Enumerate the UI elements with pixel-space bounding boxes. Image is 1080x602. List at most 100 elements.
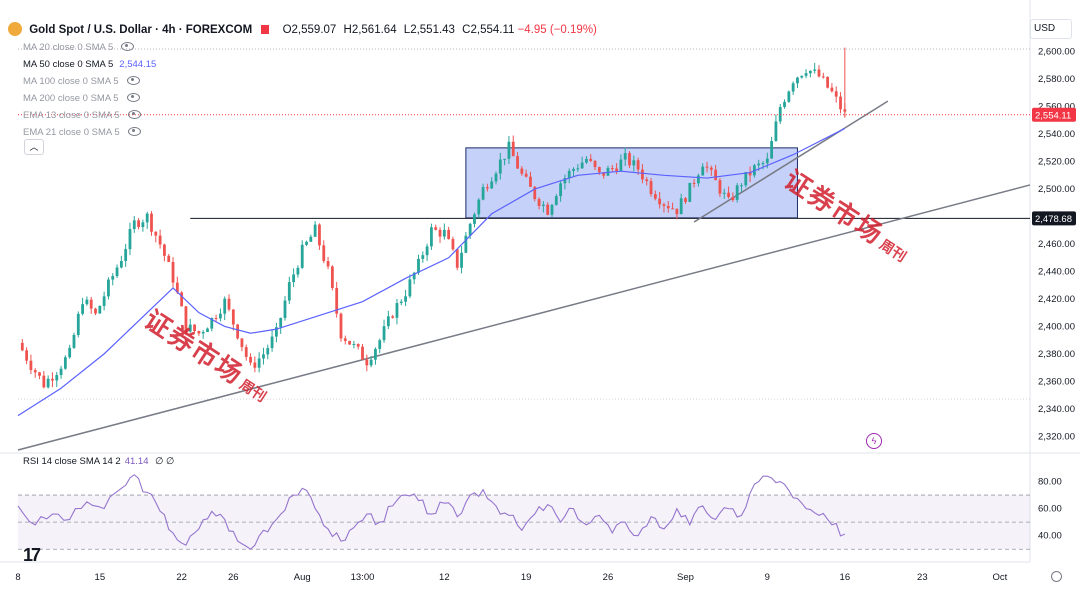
candle-body bbox=[684, 198, 687, 202]
candle-body bbox=[817, 69, 821, 77]
trendline[interactable] bbox=[17, 184, 1031, 451]
candle-body bbox=[623, 153, 627, 160]
lightning-icon[interactable]: ϟ bbox=[866, 433, 882, 449]
candle-body bbox=[253, 362, 257, 368]
candle-body bbox=[412, 272, 416, 280]
level-price-tag bbox=[1032, 211, 1076, 226]
candle-body bbox=[507, 141, 511, 159]
candle-body bbox=[348, 340, 351, 345]
gear-icon[interactable] bbox=[1051, 571, 1062, 582]
ohlc-change: −4.95 (−0.19%) bbox=[517, 24, 597, 36]
candle-body bbox=[787, 91, 791, 102]
candle-body bbox=[731, 197, 735, 200]
candle-body bbox=[593, 160, 597, 168]
candle-body bbox=[589, 158, 593, 161]
indicator-ma200[interactable]: MA 200 close 0 SMA 5 bbox=[23, 93, 140, 104]
y-tick-label: 2,340.00 bbox=[1038, 404, 1075, 415]
y-tick-label: 2,500.00 bbox=[1038, 184, 1075, 195]
current-price-label: 2,554.11 bbox=[1035, 110, 1071, 121]
candle-body bbox=[727, 192, 730, 198]
indicator-ema21[interactable]: EMA 21 close 0 SMA 5 bbox=[23, 127, 141, 138]
currency-selector[interactable] bbox=[1030, 19, 1072, 39]
rsi-tick-label: 80.00 bbox=[1038, 477, 1062, 488]
candle-body bbox=[718, 180, 722, 194]
consolidation-box[interactable] bbox=[465, 147, 798, 219]
indicator-ma100[interactable]: MA 100 close 0 SMA 5 bbox=[23, 76, 140, 87]
eye-icon[interactable] bbox=[121, 42, 135, 51]
candle-body bbox=[46, 378, 50, 388]
candle-body bbox=[628, 153, 631, 166]
eye-icon[interactable] bbox=[126, 93, 140, 102]
ohlc-close: C2,554.11 bbox=[462, 24, 515, 36]
y-tick-label: 2,580.00 bbox=[1038, 74, 1075, 85]
candle-body bbox=[641, 169, 644, 180]
y-tick-label: 2,440.00 bbox=[1038, 266, 1075, 277]
symbol-title[interactable]: Gold Spot / U.S. Dollar · 4h · FOREXCOM bbox=[29, 24, 253, 36]
x-tick-label: 15 bbox=[95, 572, 106, 583]
candle-body bbox=[783, 101, 786, 108]
candle-body bbox=[206, 328, 209, 333]
indicator-ma20[interactable]: MA 20 close 0 SMA 5 bbox=[23, 42, 135, 53]
candle-body bbox=[313, 224, 317, 237]
candle-body bbox=[636, 160, 640, 170]
candle-body bbox=[688, 182, 692, 202]
candle-body bbox=[145, 213, 149, 223]
candle-body bbox=[38, 372, 41, 376]
indicator-ma50[interactable]: MA 50 close 0 SMA 5 2,544.15 bbox=[23, 59, 157, 70]
eye-icon[interactable] bbox=[127, 127, 141, 136]
candle-body bbox=[386, 316, 390, 327]
rsi-line[interactable] bbox=[17, 474, 846, 550]
x-tick-label: 22 bbox=[176, 572, 187, 583]
candle-body bbox=[287, 282, 291, 301]
candle-body bbox=[335, 287, 339, 314]
chevron-up-icon[interactable]: ︿ bbox=[24, 139, 44, 155]
candle-body bbox=[132, 220, 136, 230]
candle-body bbox=[223, 298, 227, 314]
candle-body bbox=[606, 167, 610, 176]
candle-body bbox=[318, 224, 321, 246]
candle-body bbox=[765, 158, 769, 164]
trendline[interactable] bbox=[693, 100, 889, 223]
candle-body bbox=[399, 301, 403, 304]
candle-body bbox=[305, 241, 308, 245]
candle-body bbox=[658, 198, 662, 205]
candle-body bbox=[529, 176, 532, 187]
candle-body bbox=[653, 194, 657, 199]
tradingview-logo-icon[interactable]: 17 bbox=[23, 545, 41, 565]
candle-body bbox=[761, 163, 765, 165]
indicator-ema13[interactable]: EMA 13 close 0 SMA 5 bbox=[23, 110, 141, 121]
x-tick-label: Oct bbox=[992, 572, 1007, 583]
candle-body bbox=[184, 306, 188, 332]
candle-body bbox=[537, 199, 541, 206]
candle-body bbox=[29, 360, 33, 371]
candle-body bbox=[425, 246, 429, 256]
candle-body bbox=[417, 258, 420, 273]
candle-body bbox=[671, 208, 674, 210]
ma50-line[interactable] bbox=[17, 127, 846, 417]
ohlc-high: H2,561.64 bbox=[343, 24, 397, 36]
candle-body bbox=[231, 309, 235, 325]
candle-body bbox=[63, 357, 67, 369]
candle-body bbox=[262, 354, 265, 359]
candle-body bbox=[197, 331, 201, 334]
rsi-legend[interactable]: RSI 14 close SMA 14 2 41.14 ∅ ∅ bbox=[23, 456, 175, 467]
candle-body bbox=[800, 75, 804, 78]
candle-body bbox=[701, 166, 705, 176]
candle-body bbox=[42, 375, 46, 388]
candle-body bbox=[438, 229, 442, 237]
candle-body bbox=[94, 308, 97, 314]
candle-body bbox=[468, 223, 472, 236]
y-tick-label: 2,420.00 bbox=[1038, 294, 1075, 305]
rsi-tick-label: 60.00 bbox=[1038, 504, 1062, 515]
candle-body bbox=[141, 222, 145, 227]
candle-body bbox=[76, 313, 80, 335]
ohlc-low: L2,551.43 bbox=[403, 24, 455, 36]
eye-icon[interactable] bbox=[126, 76, 140, 85]
candle-body bbox=[322, 245, 326, 262]
candle-body bbox=[808, 70, 812, 74]
rsi-tick-label: 40.00 bbox=[1038, 531, 1062, 542]
candle-body bbox=[778, 107, 782, 122]
candle-body bbox=[154, 231, 158, 236]
eye-icon[interactable] bbox=[127, 110, 141, 119]
